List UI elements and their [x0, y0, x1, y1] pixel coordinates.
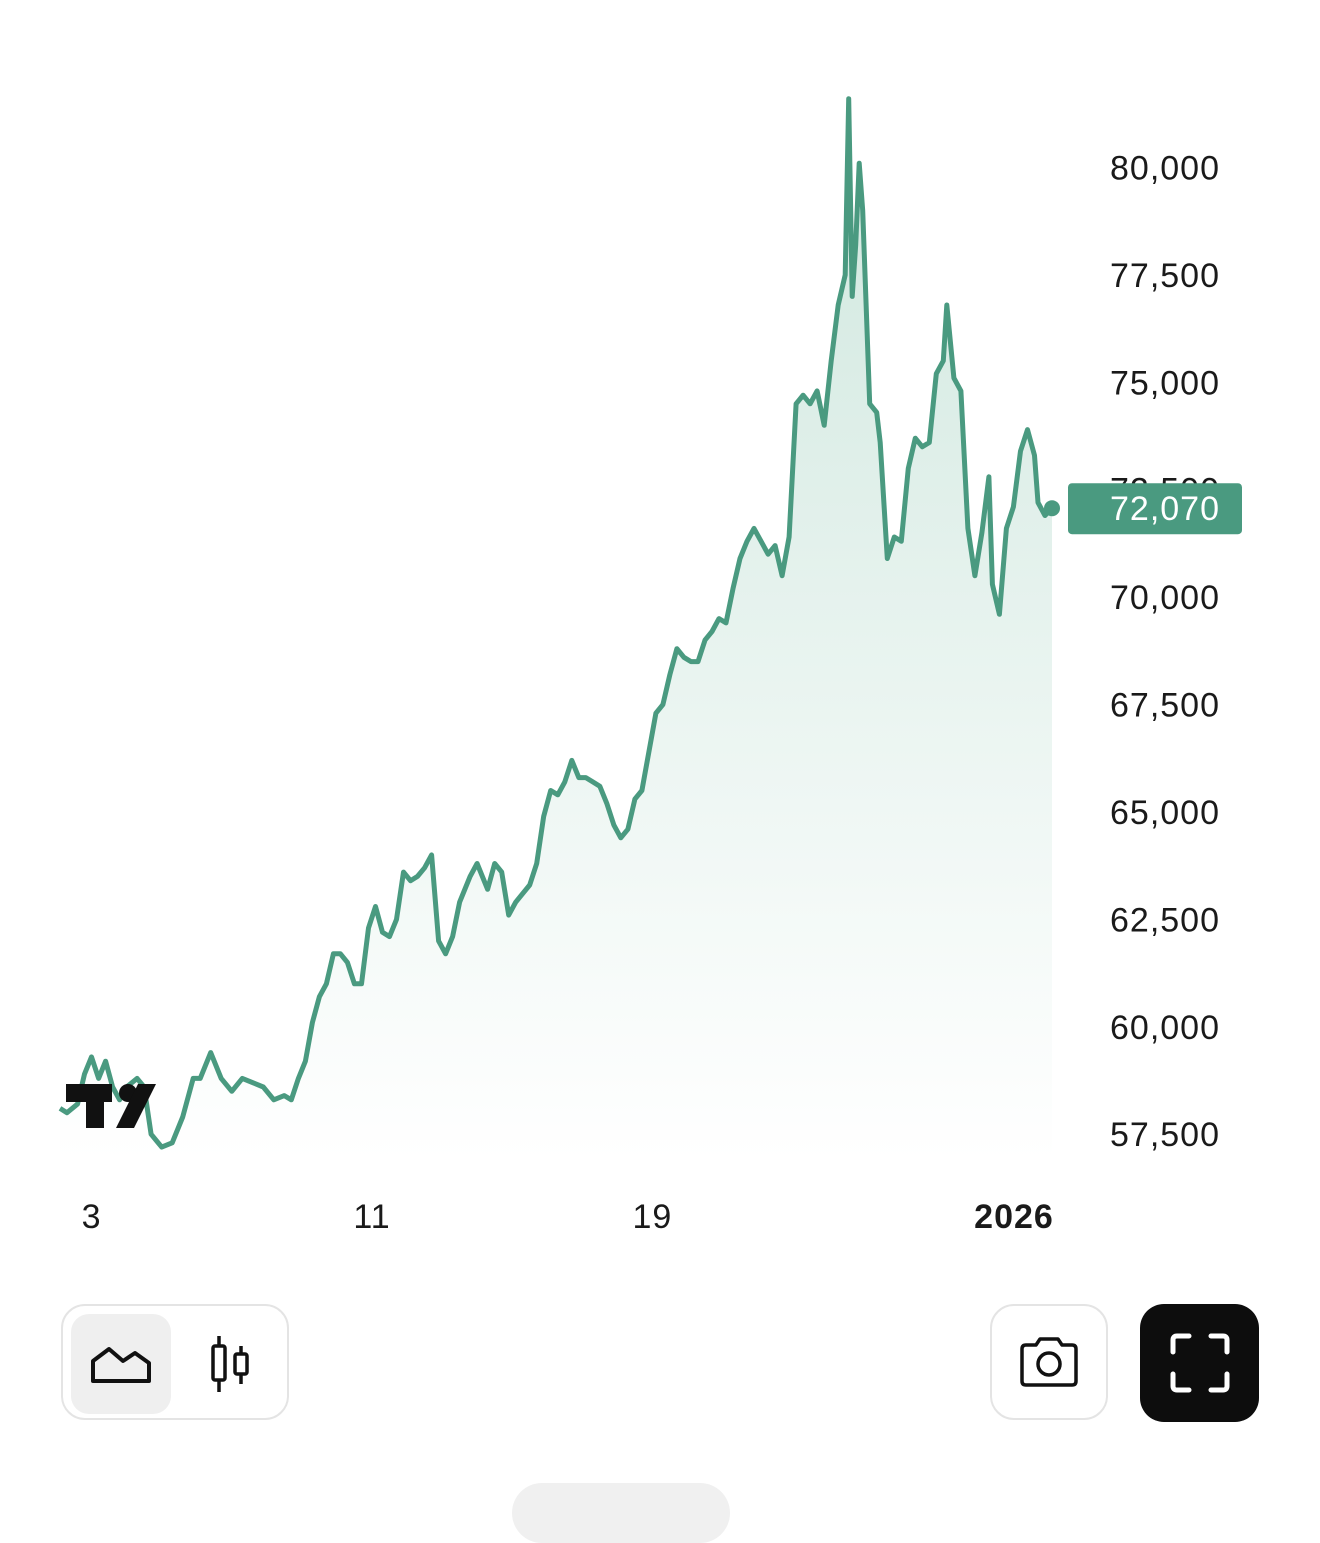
snapshot-button[interactable] [990, 1304, 1108, 1420]
x-tick-label: 3 [82, 1198, 102, 1236]
camera-icon [1020, 1337, 1078, 1387]
y-tick-label: 67,500 [1110, 687, 1220, 725]
chart-type-selector [61, 1304, 289, 1420]
price-area-fill [60, 98, 1052, 1161]
y-tick-label: 70,000 [1110, 579, 1220, 617]
y-tick-label: 80,000 [1110, 149, 1220, 187]
home-indicator [512, 1483, 730, 1543]
y-tick-label: 60,000 [1110, 1009, 1220, 1047]
x-tick-label: 11 [353, 1198, 390, 1236]
price-chart[interactable]: 80,00077,50075,00072,50070,00067,50065,0… [0, 0, 1320, 1260]
fullscreen-button[interactable] [1140, 1304, 1259, 1422]
candlestick-chart-button[interactable] [179, 1314, 279, 1414]
price-line [58, 96, 1054, 1150]
fullscreen-icon [1170, 1333, 1229, 1393]
last-price-badge [1068, 483, 1242, 535]
area-chart-button[interactable] [71, 1314, 171, 1414]
candlestick-icon [211, 1336, 249, 1392]
x-tick-label: 19 [632, 1198, 672, 1236]
last-price-dot [1044, 500, 1060, 517]
tradingview-logo [66, 1084, 156, 1128]
y-tick-label: 75,000 [1110, 364, 1220, 402]
chart-svg: 80,00077,50075,00072,50070,00067,50065,0… [58, 96, 1242, 1236]
last-price-label: 72,070 [1110, 490, 1220, 528]
y-tick-label: 62,500 [1110, 901, 1220, 939]
y-tick-label: 65,000 [1110, 794, 1220, 832]
area-chart-icon [91, 1347, 151, 1383]
y-tick-label: 77,500 [1110, 257, 1220, 295]
x-tick-label: 2026 [974, 1198, 1054, 1236]
y-tick-label: 57,500 [1110, 1116, 1220, 1154]
